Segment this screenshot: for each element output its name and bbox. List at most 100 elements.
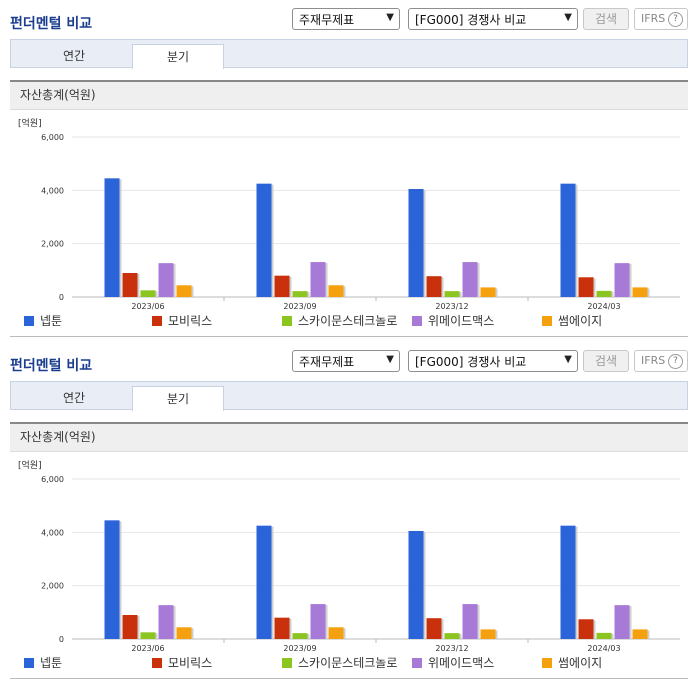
legend-label: 넵툰 (40, 314, 63, 328)
x-tick-label: 2023/06 (131, 644, 164, 652)
legend-item: 넵툰 (24, 654, 144, 671)
panel-title: 펀더멘털 비교 (10, 358, 93, 374)
x-tick-label: 2024/03 (587, 302, 620, 310)
bar (596, 632, 612, 639)
legend-swatch (24, 658, 34, 668)
bar (292, 291, 308, 297)
bar (176, 627, 192, 639)
statement-select-value: 주재무제표 (299, 355, 355, 369)
legend-item: 넵툰 (24, 312, 144, 329)
bar (632, 287, 648, 297)
bar (560, 525, 576, 639)
bar (104, 178, 120, 297)
bar (596, 290, 612, 297)
y-tick-label: 4,000 (41, 186, 64, 195)
legend-item: 모비릭스 (152, 312, 272, 329)
legend-item: 위메이드맥스 (412, 654, 532, 671)
x-tick-label: 2023/12 (435, 644, 468, 652)
legend-item: 스카이문스테크놀로지 (282, 312, 398, 329)
help-icon[interactable]: ? (668, 354, 683, 369)
legend-swatch (152, 316, 162, 326)
legend-swatch (282, 316, 292, 326)
y-tick-label: 6,000 (41, 475, 64, 484)
legend-label: 넵툰 (40, 656, 63, 670)
y-unit-label: [억원] (18, 459, 42, 471)
bar (426, 618, 442, 639)
x-tick-label: 2023/06 (131, 302, 164, 310)
bar (480, 629, 496, 639)
x-tick-label: 2023/12 (435, 302, 468, 310)
tab-annual[interactable]: 연간 (62, 391, 86, 405)
legend-label: 모비릭스 (168, 314, 213, 328)
help-icon[interactable]: ? (668, 12, 683, 27)
ifrs-label: IFRS (641, 354, 666, 367)
legend-swatch (412, 658, 422, 668)
period-tabs: 연간 분기 (10, 39, 688, 69)
chevron-down-icon: ▼ (564, 12, 572, 23)
bar (310, 604, 326, 639)
bar (310, 262, 326, 297)
bar (578, 619, 594, 639)
chevron-down-icon: ▼ (386, 12, 394, 23)
bar (122, 273, 138, 297)
bar (158, 605, 174, 639)
asset-bar-chart: [억원] 0 2,000 4,000 6,000 2023/06 2023/09 2023/1… (18, 459, 680, 652)
legend-swatch (282, 658, 292, 668)
ifrs-button[interactable]: IFRS ? (634, 350, 688, 372)
bar (274, 617, 290, 639)
y-tick-label: 2,000 (41, 582, 64, 591)
bar (614, 605, 630, 639)
tab-quarterly[interactable]: 분기 (132, 386, 224, 411)
asset-bar-chart: [억원] 0 2,000 4,000 6,000 2023/06 2023/09 2023/1… (18, 117, 680, 310)
chevron-down-icon: ▼ (564, 354, 572, 365)
bar (292, 633, 308, 639)
bar (408, 189, 424, 297)
tab-quarterly[interactable]: 분기 (132, 44, 224, 69)
legend-swatch (152, 658, 162, 668)
bar (480, 287, 496, 297)
y-unit-label: [억원] (18, 117, 42, 129)
bar (158, 263, 174, 297)
bar (274, 275, 290, 297)
bar (444, 291, 460, 297)
legend-item: 썸에이지 (542, 654, 662, 671)
y-tick-label: 0 (59, 293, 64, 302)
bar (140, 290, 156, 297)
chart-legend: 넵툰 모비릭스 스카이문스테크놀로지 위메이드맥스 썸에이지 (10, 312, 688, 328)
legend-label: 썸에이지 (558, 314, 603, 328)
bar (444, 633, 460, 639)
bar (462, 604, 478, 639)
chart-subtitle: 자산총계(억원) (10, 422, 688, 452)
legend-label: 썸에이지 (558, 656, 603, 670)
x-tick-label: 2024/03 (587, 644, 620, 652)
legend-swatch (542, 658, 552, 668)
bar (104, 520, 120, 639)
bar (256, 183, 272, 297)
divider (10, 336, 688, 337)
x-tick-label: 2023/09 (283, 302, 316, 310)
ifrs-label: IFRS (641, 12, 666, 25)
legend-label: 위메이드맥스 (428, 656, 495, 670)
legend-label: 위메이드맥스 (428, 314, 495, 328)
legend-swatch (542, 316, 552, 326)
legend-label: 모비릭스 (168, 656, 213, 670)
y-tick-label: 6,000 (41, 133, 64, 142)
legend-label: 스카이문스테크놀로지 (298, 314, 398, 328)
tab-annual[interactable]: 연간 (62, 49, 86, 63)
search-button[interactable]: 검색 (583, 350, 629, 372)
bar (176, 285, 192, 297)
compare-select[interactable]: [FG000] 경쟁사 비교 ▼ (408, 350, 578, 372)
compare-select[interactable]: [FG000] 경쟁사 비교 ▼ (408, 8, 578, 30)
ifrs-button[interactable]: IFRS ? (634, 8, 688, 30)
statement-select[interactable]: 주재무제표 ▼ (292, 350, 400, 372)
bar (462, 262, 478, 297)
bar (328, 627, 344, 639)
y-tick-label: 2,000 (41, 240, 64, 249)
chevron-down-icon: ▼ (386, 354, 394, 365)
legend-item: 위메이드맥스 (412, 312, 532, 329)
fundamental-panel-1: 펀더멘털 비교 주재무제표 ▼ [FG000] 경쟁사 비교 ▼ 검색 IFRS… (10, 8, 688, 337)
statement-select[interactable]: 주재무제표 ▼ (292, 8, 400, 30)
compare-select-value: [FG000] 경쟁사 비교 (415, 13, 527, 27)
compare-select-value: [FG000] 경쟁사 비교 (415, 355, 527, 369)
search-button[interactable]: 검색 (583, 8, 629, 30)
